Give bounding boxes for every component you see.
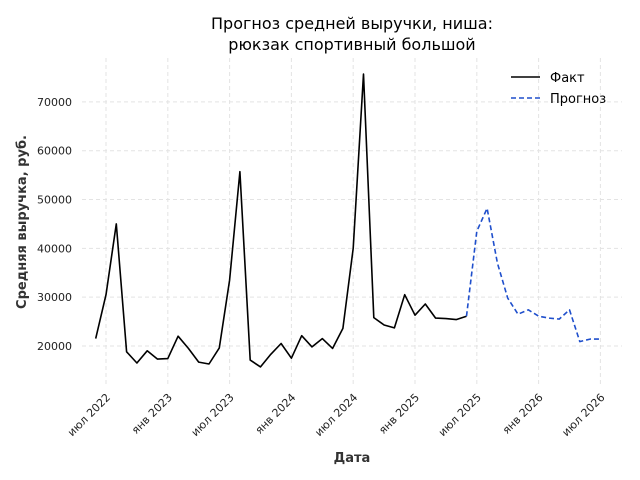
- x-axis-label: Дата: [334, 451, 371, 466]
- x-tick-label: янв 2025: [376, 391, 422, 437]
- y-tick-label: 60000: [37, 145, 72, 158]
- chart-title-line-1: Прогноз средней выручки, ниша:: [211, 14, 493, 33]
- x-tick-label: июл 2022: [65, 391, 113, 439]
- x-tick-label: июл 2024: [312, 391, 360, 439]
- series-line-forecast: [465, 207, 601, 343]
- x-tick-label: июл 2025: [436, 391, 484, 439]
- y-tick-label: 70000: [37, 96, 72, 109]
- y-tick-label: 40000: [37, 242, 72, 255]
- y-tick-label: 20000: [37, 340, 72, 353]
- x-tick-label: янв 2024: [253, 391, 299, 437]
- y-tick-label: 50000: [37, 194, 72, 207]
- x-tick-label: янв 2026: [500, 391, 546, 437]
- legend-label-fact: Факт: [550, 71, 585, 86]
- series-line-fact: [94, 73, 467, 368]
- x-tick-label: янв 2023: [129, 391, 175, 437]
- x-tick-label: июл 2023: [189, 391, 237, 439]
- y-tick-label: 30000: [37, 291, 72, 304]
- grid-layer: [82, 58, 622, 385]
- y-axis-ticks: 20000 30000 40000 50000 60000 70000: [37, 96, 72, 353]
- x-tick-label: июл 2026: [559, 391, 607, 439]
- legend-label-forecast: Прогноз: [550, 92, 606, 107]
- x-axis-ticks: июл 2022 янв 2023 июл 2023 янв 2024 июл 2024…: [65, 391, 607, 439]
- legend: Факт Прогноз: [511, 71, 606, 107]
- y-axis-label: Средняя выручка, руб.: [15, 135, 30, 309]
- series-layer: [94, 73, 601, 368]
- chart-title-line-2: рюкзак спортивный большой: [228, 35, 475, 54]
